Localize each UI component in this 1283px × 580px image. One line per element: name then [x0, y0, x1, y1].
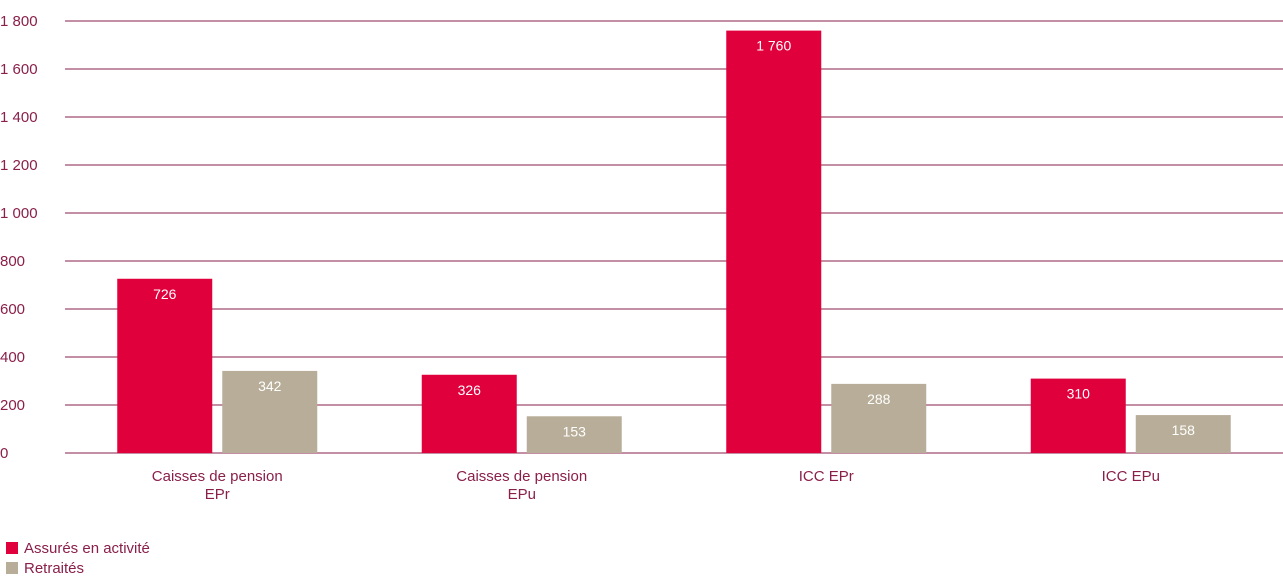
legend: Assurés en activité Retraités [6, 538, 150, 578]
x-category-label: Caisses de pension [152, 468, 283, 485]
legend-swatch-active [6, 542, 18, 554]
bar-value-label: 1 760 [756, 38, 791, 54]
x-category-label: EPr [205, 486, 230, 503]
legend-item-retired: Retraités [6, 558, 150, 578]
x-category-label: ICC EPu [1102, 468, 1160, 485]
y-tick-label: 200 [0, 397, 25, 414]
bars: 726 342 326 153 1 760 288 310 158 [117, 30, 1231, 453]
legend-item-active: Assurés en activité [6, 538, 150, 558]
legend-label-retired: Retraités [24, 559, 85, 577]
x-category-label: Caisses de pension [456, 468, 587, 485]
bar [117, 278, 213, 453]
y-tick-label: 600 [0, 301, 25, 318]
bar-chart: 0 200 400 600 800 1 000 1 200 1 400 1 600 1 800 7… [0, 13, 1283, 503]
y-tick-label: 0 [0, 445, 8, 462]
bar [421, 374, 517, 453]
bar-value-label: 288 [867, 391, 891, 407]
y-tick-label: 1 800 [0, 13, 38, 30]
y-axis: 0 200 400 600 800 1 000 1 200 1 400 1 600 1 800 [0, 13, 38, 462]
y-tick-label: 1 600 [0, 61, 38, 78]
bar [1135, 415, 1231, 453]
bar [526, 416, 622, 453]
legend-swatch-retired [6, 562, 18, 574]
x-category-label: ICC EPr [799, 468, 854, 485]
bar-value-label: 326 [458, 382, 482, 398]
x-category-label: EPu [508, 486, 536, 503]
bar-value-label: 310 [1067, 386, 1091, 402]
y-tick-label: 800 [0, 253, 25, 270]
bar-value-label: 153 [563, 423, 587, 439]
y-tick-label: 1 200 [0, 157, 38, 174]
bar-value-label: 342 [258, 378, 282, 394]
y-tick-label: 400 [0, 349, 25, 366]
bar [831, 383, 927, 453]
bar [222, 370, 318, 453]
bar-value-label: 158 [1172, 422, 1196, 438]
bar [1030, 378, 1126, 453]
bar-value-label: 726 [153, 286, 177, 302]
y-tick-label: 1 000 [0, 205, 38, 222]
legend-label-active: Assurés en activité [24, 539, 150, 557]
y-tick-label: 1 400 [0, 109, 38, 126]
bar [726, 30, 822, 453]
